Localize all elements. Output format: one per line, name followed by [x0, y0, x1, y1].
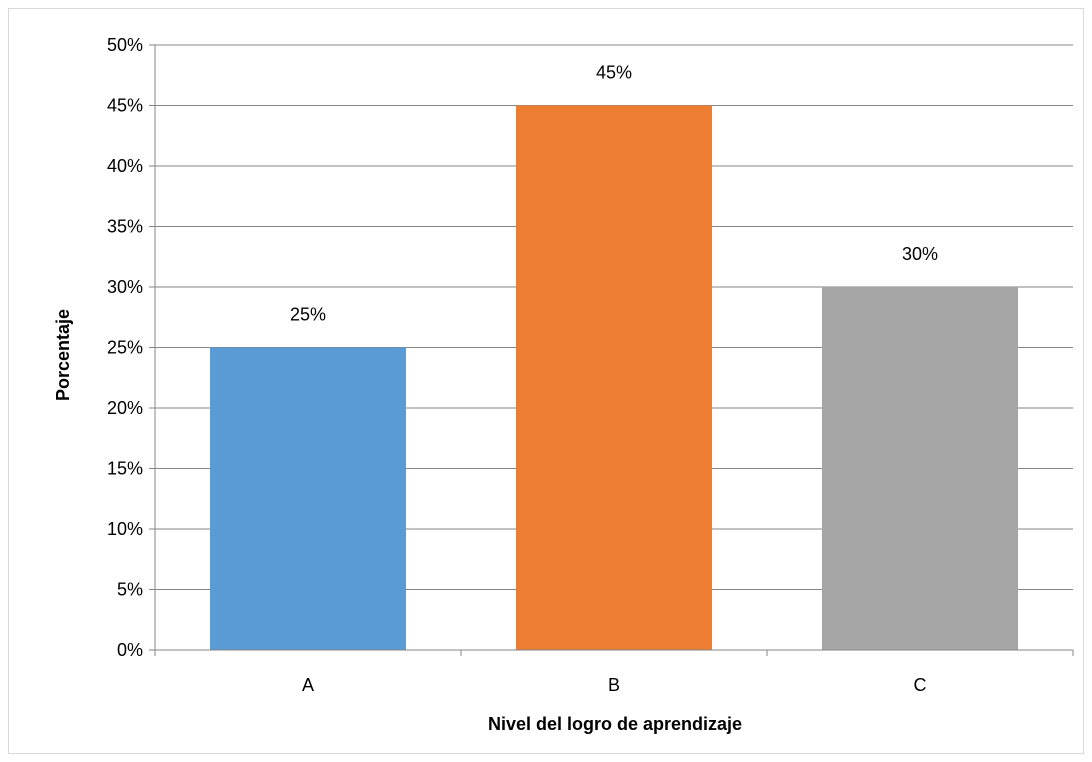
y-tick-label: 45% [107, 96, 143, 116]
y-tick-label: 25% [107, 338, 143, 358]
bar-a [210, 347, 406, 650]
y-tick-label: 20% [107, 398, 143, 418]
y-tick-label: 50% [107, 35, 143, 55]
bar-chart: 0% 5% 10% 15% 20% 25% 30% 35% 40% 45% 50% 25% A 45% B 3… [53, 35, 1074, 734]
chart-area: 0% 5% 10% 15% 20% 25% 30% 35% 40% 45% 50% 25% A 45% B 3… [8, 8, 1084, 754]
x-tick-label: C [914, 675, 927, 695]
bars [210, 105, 1018, 650]
data-label: 45% [596, 63, 632, 83]
axes [149, 44, 1074, 656]
labels: 0% 5% 10% 15% 20% 25% 30% 35% 40% 45% 50% 25% A 45% B 3… [107, 35, 938, 695]
bar-c [822, 287, 1018, 650]
data-label: 25% [290, 305, 326, 325]
data-label: 30% [902, 244, 938, 264]
y-tick-label: 5% [117, 580, 143, 600]
x-axis-title: Nivel del logro de aprendizaje [488, 714, 742, 734]
x-tick-label: B [608, 675, 620, 695]
y-tick-label: 30% [107, 277, 143, 297]
y-axis-title: Porcentaje [53, 309, 73, 401]
y-tick-label: 0% [117, 640, 143, 660]
y-tick-label: 10% [107, 519, 143, 539]
y-tick-label: 35% [107, 217, 143, 237]
x-tick-label: A [302, 675, 314, 695]
bar-b [516, 105, 712, 650]
y-tick-label: 40% [107, 156, 143, 176]
y-tick-label: 15% [107, 459, 143, 479]
